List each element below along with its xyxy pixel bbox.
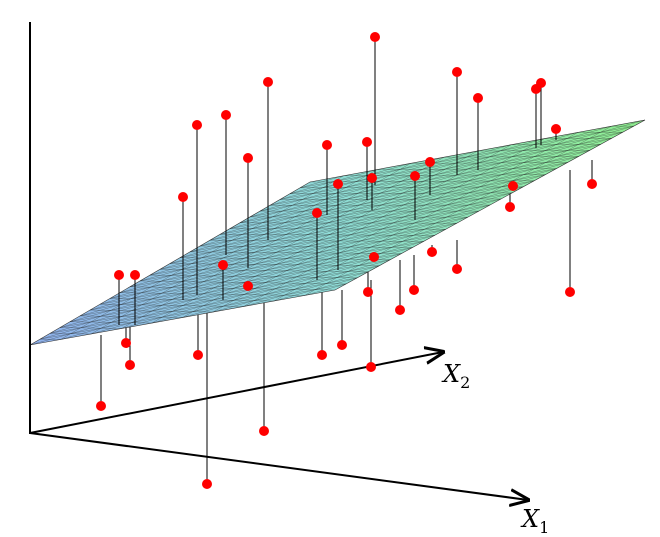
observation-point [322,140,332,150]
observation-point [367,173,377,183]
x1-axis [29,432,528,500]
observation-point [130,270,140,280]
observation-point [317,350,327,360]
observation-point [452,67,462,77]
observation-point [531,84,541,94]
observation-point [409,285,419,295]
observation-point [363,287,373,297]
x1-label: X1 [520,505,549,537]
x2-subscript: 2 [460,373,470,392]
observation-point [193,350,203,360]
observation-point [218,260,228,270]
observation-point [221,110,231,120]
observation-point [333,179,343,189]
x2-label: X2 [441,360,470,392]
observation-point [587,179,597,189]
observation-point [395,305,405,315]
observation-point [410,171,420,181]
observation-point [263,77,273,87]
observation-point [243,281,253,291]
observation-point [565,287,575,297]
observation-point [114,270,124,280]
plane-mesh [29,119,646,346]
observation-point [243,153,253,163]
observation-point [452,264,462,274]
observation-point [551,124,561,134]
observation-point [473,93,483,103]
x2-axis [29,352,443,434]
x1-letter: X [520,505,540,533]
observation-point [427,247,437,257]
observation-point [259,426,269,436]
observation-point [369,252,379,262]
observation-point [312,208,322,218]
x2-letter: X [441,360,461,388]
observation-point [192,120,202,130]
observation-point [337,340,347,350]
stems-above [118,37,557,325]
x1-subscript: 1 [539,518,549,537]
observation-point [202,479,212,489]
observation-point [370,32,380,42]
observation-point [96,401,106,411]
observations [96,32,597,489]
observation-point [121,338,131,348]
observation-point [425,157,435,167]
observation-point [178,192,188,202]
observation-point [508,181,518,191]
observation-point [362,137,372,147]
observation-point [366,362,376,372]
observation-point [125,360,135,370]
observation-point [505,202,515,212]
